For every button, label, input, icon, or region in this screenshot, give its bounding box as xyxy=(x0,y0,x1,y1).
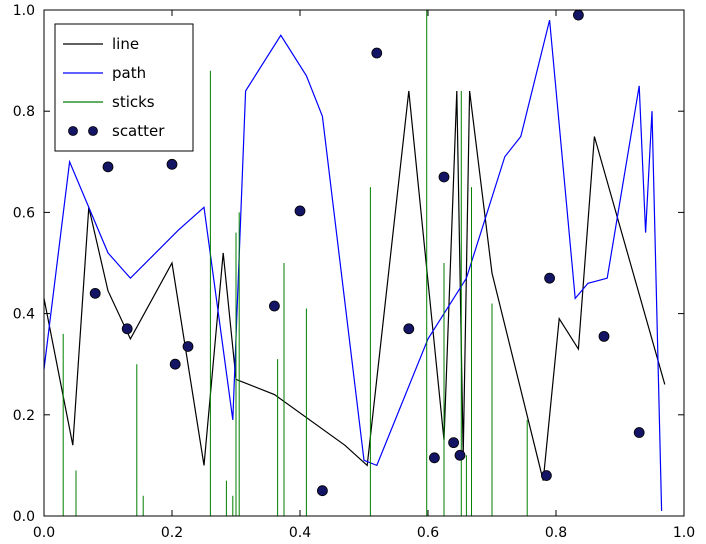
series-path xyxy=(43,19,663,511)
x-tick-label: 0.4 xyxy=(289,525,311,541)
scatter-point xyxy=(454,449,466,461)
legend-scatter-marker xyxy=(68,126,78,136)
scatter-point xyxy=(268,300,280,312)
scatter-point xyxy=(316,485,328,497)
axes-frame xyxy=(43,9,685,517)
scatter-point xyxy=(371,47,383,59)
scatter-point xyxy=(89,287,101,299)
y-tick-label: 0.4 xyxy=(13,307,35,323)
scatter-point xyxy=(403,323,415,335)
legend-label: line xyxy=(112,35,139,53)
x-tick-label: 0.8 xyxy=(545,525,567,541)
scatter-point xyxy=(541,470,552,481)
y-tick-label: 0.6 xyxy=(13,205,35,221)
scatter-point xyxy=(102,161,114,173)
series-line xyxy=(43,90,666,481)
path-polyline xyxy=(43,19,663,511)
x-tick-label: 0.2 xyxy=(161,525,183,541)
scatter-point xyxy=(438,171,450,183)
legend: line path sticks scatter xyxy=(54,23,194,152)
legend-box xyxy=(54,23,194,152)
scatter-point xyxy=(121,323,133,335)
legend-label: sticks xyxy=(112,93,155,111)
legend-scatter-marker xyxy=(88,126,98,136)
scatter-point xyxy=(169,358,181,370)
y-tick-label: 0.8 xyxy=(13,104,35,120)
scatter-point xyxy=(428,452,440,464)
legend-label: scatter xyxy=(112,122,165,140)
y-tick-label: 1.0 xyxy=(13,3,35,19)
series-sticks xyxy=(62,10,528,516)
series-scatter xyxy=(89,9,645,497)
legend-label: path xyxy=(112,64,146,82)
scatter-point xyxy=(294,205,306,217)
y-tick-label: 0.2 xyxy=(13,408,35,424)
x-tick-label: 1.0 xyxy=(673,525,695,541)
y-tick-label: 0.0 xyxy=(13,509,35,525)
scatter-point xyxy=(598,330,610,342)
scatter-point xyxy=(448,437,460,449)
scatter-point xyxy=(182,341,194,352)
scatter-point xyxy=(544,272,555,284)
x-tick-label: 0.0 xyxy=(33,525,55,541)
line-polyline xyxy=(43,90,666,481)
x-tick-label: 0.6 xyxy=(417,525,439,541)
scatter-point xyxy=(166,158,178,170)
scatter-point xyxy=(573,9,584,21)
scatter-point xyxy=(633,427,645,438)
